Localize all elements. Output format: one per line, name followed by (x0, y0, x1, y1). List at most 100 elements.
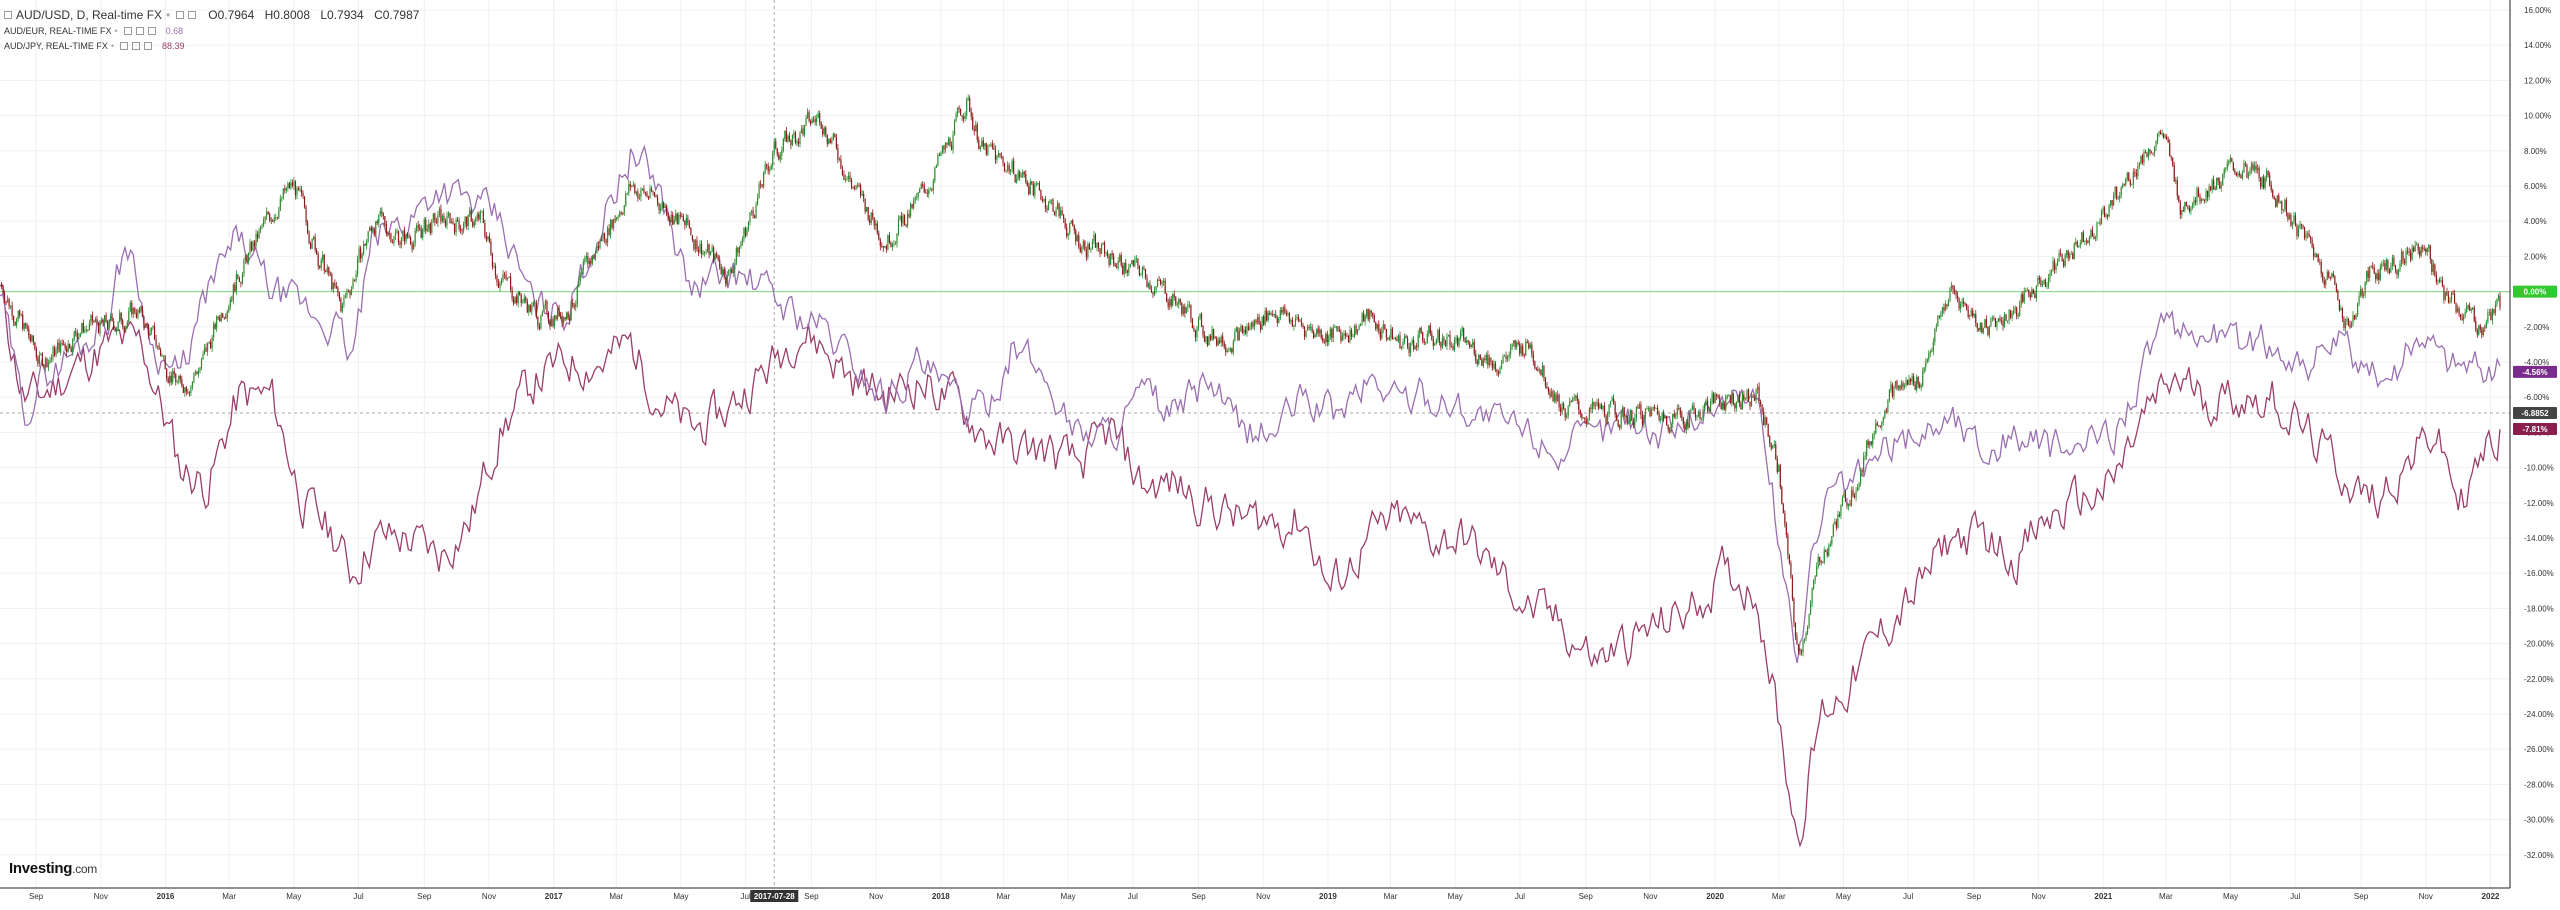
candle-body (549, 321, 551, 326)
candle-body (784, 130, 786, 140)
candle-body (1120, 255, 1122, 266)
candle-body (2496, 298, 2498, 305)
candle-body (702, 252, 704, 255)
candle-body (1588, 408, 1590, 418)
candle-body (794, 132, 797, 143)
close-icon[interactable] (188, 10, 197, 19)
candle-body (1811, 588, 1813, 603)
candle-body (1544, 377, 1547, 387)
candle-body (1003, 162, 1006, 171)
candle-body (503, 274, 506, 275)
candle-body (329, 273, 331, 275)
candle-body (235, 274, 237, 291)
eye-icon[interactable] (120, 41, 129, 50)
candle-body (2163, 133, 2165, 138)
candle-body (738, 246, 740, 253)
candle-body (1393, 338, 1395, 340)
settings-icon[interactable] (132, 41, 141, 50)
candle-body (1685, 422, 1687, 430)
candle-body (1937, 315, 1939, 327)
candle-body (2069, 253, 2071, 259)
candle-body (1852, 490, 1854, 496)
candle-body (1585, 420, 1587, 424)
candle-body (1573, 397, 1575, 399)
candle-body (1641, 414, 1644, 425)
candle-body (2337, 290, 2339, 300)
candle-body (1473, 342, 1475, 354)
candle-body (2208, 186, 2210, 198)
candle-body (620, 212, 622, 214)
candle-body (1228, 350, 1230, 352)
candle-body (766, 164, 768, 166)
candle-body (1461, 327, 1463, 332)
candle-body (985, 143, 987, 155)
price-label-current-bg (2513, 285, 2557, 298)
candle-body (558, 308, 560, 317)
close-icon[interactable] (144, 41, 153, 50)
candle-body (2494, 304, 2497, 314)
y-tick-label: 14.00% (2524, 41, 2551, 50)
candle-body (2135, 173, 2137, 177)
candle-body (1081, 247, 1083, 253)
candle-body (2032, 289, 2034, 294)
x-tick-label: May (673, 892, 688, 901)
candle-body (241, 273, 244, 284)
candle-body (1326, 333, 1328, 343)
candle-body (1399, 335, 1401, 349)
candle-body (1547, 388, 1550, 393)
candle-body (1131, 260, 1133, 265)
close-icon[interactable] (147, 26, 156, 35)
candle-body (1681, 414, 1683, 418)
candle-body (816, 117, 818, 122)
x-tick-label: Nov (1256, 892, 1270, 901)
candle-body (952, 134, 954, 150)
candle-body (2184, 202, 2186, 211)
candle-body (1364, 316, 1366, 322)
candle-body (2058, 253, 2060, 261)
candle-body (496, 275, 498, 283)
candle-body (1141, 267, 1144, 275)
candle-body (2090, 229, 2092, 237)
candle-body (1099, 248, 1101, 254)
candle-body (796, 141, 798, 143)
candle-body (1173, 294, 1175, 297)
candle-body (2034, 293, 2036, 298)
candle-body (1514, 340, 1516, 348)
settings-icon[interactable] (135, 26, 144, 35)
candle-body (2013, 310, 2015, 314)
candle-body (708, 244, 710, 255)
candle-body (2011, 313, 2013, 318)
candle-body (2200, 199, 2203, 202)
candle-body (2347, 318, 2350, 325)
candle-body (1541, 365, 1544, 376)
candle-body (841, 168, 844, 175)
candle-body (2085, 240, 2087, 242)
candle-body (2023, 291, 2025, 302)
candle-body (1803, 638, 1806, 641)
candle-body (2411, 247, 2413, 260)
candle-body (1987, 327, 1989, 336)
candle-body (356, 259, 359, 275)
collapse-toggle-icon[interactable] (4, 10, 12, 19)
settings-icon[interactable] (176, 10, 185, 19)
chart-legend: AUD/USD, D, Real-time FX • O0.7964 H0.80… (4, 6, 426, 53)
candle-body (199, 367, 201, 371)
candle-body (2440, 280, 2442, 281)
candle-body (1372, 312, 1374, 316)
candle-body (214, 324, 216, 329)
candle-body (749, 212, 751, 222)
candle-body (1781, 487, 1783, 505)
candle-body (1766, 417, 1768, 424)
candle-body (429, 223, 431, 233)
candle-body (1058, 203, 1060, 216)
candle-body (705, 251, 707, 253)
candle-body (2434, 264, 2436, 276)
candle-body (1593, 401, 1595, 406)
candle-body (1316, 328, 1318, 335)
candle-body (2466, 305, 2468, 312)
candle-body (960, 108, 962, 116)
eye-icon[interactable] (123, 26, 132, 35)
candle-body (123, 326, 125, 332)
